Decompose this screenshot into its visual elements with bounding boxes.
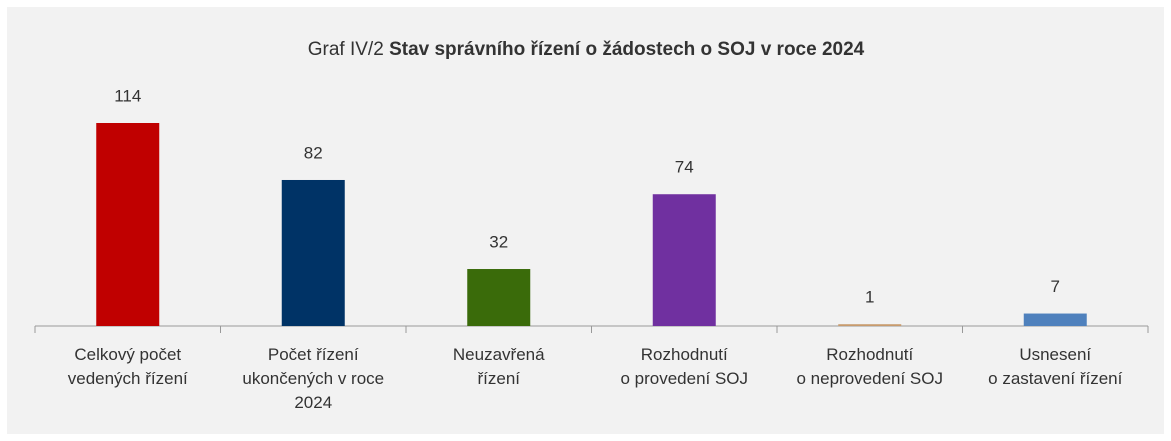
bar: [467, 269, 531, 326]
data-label: 7: [1051, 277, 1060, 296]
x-tick-label-line: o zastavení řízení: [988, 369, 1122, 388]
data-label: 74: [675, 158, 694, 177]
x-tick-label-line: o provedení SOJ: [620, 369, 748, 388]
bar: [652, 194, 716, 326]
x-tick-label: Neuzavřená řízení: [453, 345, 545, 388]
x-tick-label-line: vedených řízení: [68, 369, 188, 388]
bar: [1023, 313, 1087, 326]
x-tick-label-line: ukončených v roce: [242, 369, 384, 388]
x-tick-label-line: o neprovedení SOJ: [797, 369, 943, 388]
data-label: 1: [865, 288, 874, 307]
chart-title: Stav správního řízení o žádostech o SOJ …: [389, 39, 865, 60]
chart-background: [7, 7, 1164, 434]
x-tick-label-line: 2024: [294, 393, 332, 412]
data-label: 32: [489, 233, 508, 252]
x-tick-label: Počet řízení ukončených v roce 2024: [242, 345, 384, 412]
bar: [838, 324, 902, 326]
x-tick-label-line: Rozhodnutí: [641, 345, 728, 364]
x-tick-label: Rozhodnutí o neprovedení SOJ: [797, 345, 943, 388]
chart-title-prefix: Graf IV/2: [308, 39, 384, 60]
x-tick-label: Celkový počet vedených řízení: [68, 345, 188, 388]
x-tick-label-line: Neuzavřená: [453, 345, 545, 364]
chart-title-group: Graf IV/2 Stav správního řízení o žádost…: [308, 39, 865, 60]
x-tick-label: Usnesení o zastavení řízení: [988, 345, 1122, 388]
x-tick-label-line: Rozhodnutí: [826, 345, 913, 364]
data-label: 114: [114, 86, 141, 105]
x-tick-label-line: Počet řízení: [268, 345, 359, 364]
x-tick-label: Rozhodnutí o provedení SOJ: [620, 345, 748, 388]
data-label: 82: [304, 143, 323, 162]
bar: [281, 179, 345, 326]
x-tick-label-line: řízení: [477, 369, 520, 388]
x-tick-label-line: Celkový počet: [74, 345, 181, 364]
x-tick-label-line: Usnesení: [1019, 345, 1091, 364]
bar: [96, 123, 160, 326]
